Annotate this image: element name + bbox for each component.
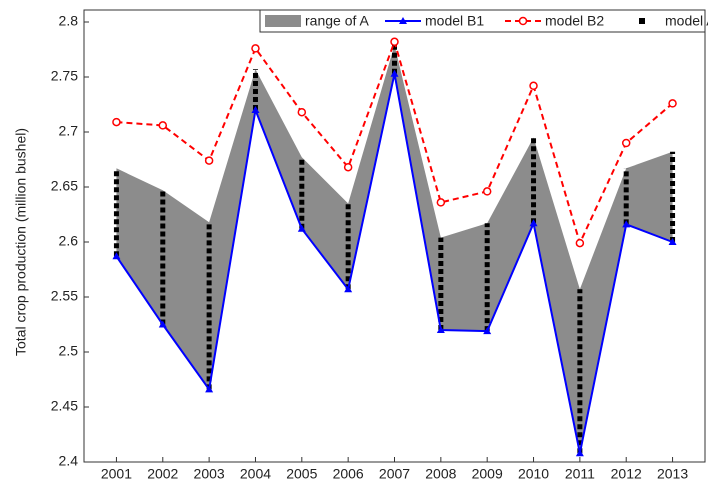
legend-box [259,9,706,33]
x-tick-label: 2004 [240,466,271,482]
y-tick-label: 2.5 [59,343,79,359]
point [575,449,584,457]
point [668,99,677,108]
point [529,81,538,91]
x-tick-label: 2008 [425,466,456,482]
legend: range of A model B1 model B2 model A [259,9,708,33]
range-area [116,45,673,454]
legend-swatch [639,18,645,24]
point [622,220,631,228]
x-tick-label: 2013 [657,466,688,482]
legend-label: model B1 [425,13,484,29]
legend-swatch [265,15,301,27]
legend-marker [399,17,407,24]
y-tick-label: 2.65 [51,178,78,194]
x-tick-label: 2009 [472,466,503,482]
y-tick-label: 2.55 [51,288,78,304]
legend-label: model A [665,13,708,29]
point [344,285,353,293]
point [343,162,353,172]
point [483,327,492,335]
point [158,121,168,130]
point [251,44,260,53]
point [621,138,631,148]
point [436,198,446,207]
x-tick-label: 2002 [147,466,178,482]
y-tick-label: 2.8 [59,13,79,29]
point [112,252,121,260]
point [482,187,492,196]
x-tick-label: 2007 [379,466,410,482]
legend-label: range of A [305,13,369,29]
x-tick-label: 2003 [194,466,225,482]
point [390,69,399,77]
point [529,219,538,227]
legend-marker [518,16,528,26]
x-tick-label: 2006 [333,466,364,482]
point [575,238,585,248]
y-tick-label: 2.4 [59,453,79,469]
point [436,326,445,333]
point [390,37,399,47]
x-tick-label: 2010 [518,466,549,482]
point [297,107,307,117]
x-tick-label: 2005 [286,466,317,482]
point [205,385,214,393]
point [251,106,260,113]
x-tick-label: 2012 [611,466,642,482]
point [158,320,167,328]
point [297,224,306,232]
point [204,156,214,165]
legend-label: model B2 [545,13,604,29]
y-tick-label: 2.7 [59,123,79,139]
y-tick-label: 2.6 [59,233,79,249]
point [112,117,121,127]
y-tick-label: 2.45 [51,398,78,414]
x-tick-label: 2001 [101,466,132,482]
y-axis-label: Total crop production (million bushel) [13,128,29,356]
point [668,238,677,245]
x-tick-label: 2011 [565,466,595,482]
y-tick-label: 2.75 [51,68,78,84]
